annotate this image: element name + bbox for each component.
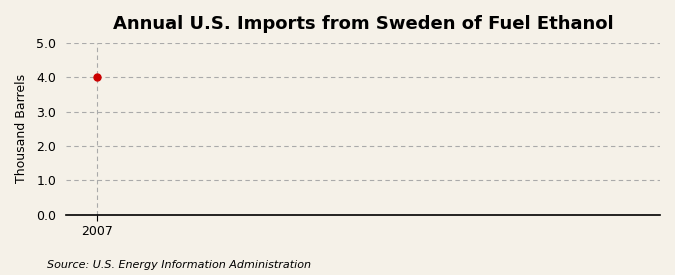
Title: Annual U.S. Imports from Sweden of Fuel Ethanol: Annual U.S. Imports from Sweden of Fuel …	[113, 15, 614, 33]
Text: Source: U.S. Energy Information Administration: Source: U.S. Energy Information Administ…	[47, 260, 311, 270]
Y-axis label: Thousand Barrels: Thousand Barrels	[15, 74, 28, 183]
